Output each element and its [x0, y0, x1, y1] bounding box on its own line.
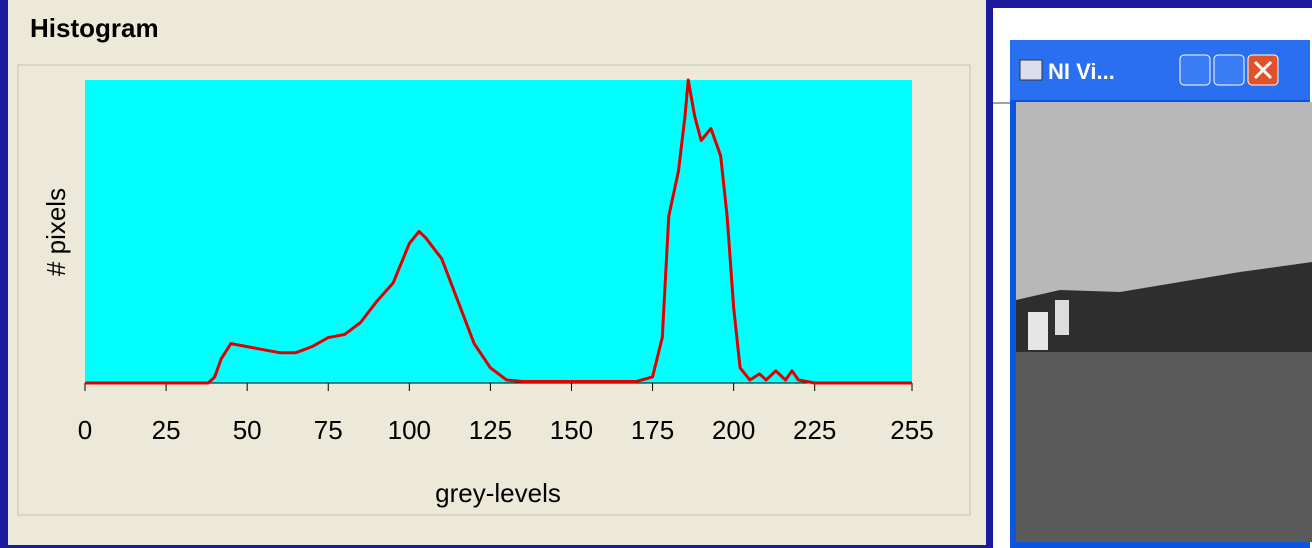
x-tick-label: 50 — [233, 415, 262, 445]
image-treeline — [1016, 262, 1312, 352]
window-title: NI Vi... — [1048, 59, 1115, 84]
minimize-button[interactable] — [1179, 54, 1211, 86]
chart-frame — [17, 64, 971, 516]
close-icon — [1253, 60, 1273, 80]
x-tick-label: 150 — [550, 415, 593, 445]
x-tick-label: 100 — [388, 415, 431, 445]
x-tick-label: 255 — [890, 415, 933, 445]
x-tick-label: 25 — [152, 415, 181, 445]
x-axis-label: grey-levels — [435, 478, 561, 508]
chart: 0 25 50 75 100 125 150 175 200 225 255 grey-levels #… — [41, 78, 934, 508]
ni-window: NI Vi... — [1010, 40, 1312, 548]
x-tick-label: 200 — [712, 415, 755, 445]
x-tick-label: 175 — [631, 415, 674, 445]
y-axis-label: # pixels — [41, 188, 71, 276]
image-building — [1055, 300, 1069, 335]
x-tick-label: 125 — [469, 415, 512, 445]
x-tick-label: 0 — [78, 415, 92, 445]
image-water — [1016, 352, 1312, 542]
panel-title: Histogram — [30, 13, 159, 43]
plot-area — [85, 80, 912, 383]
x-tick-label: 225 — [793, 415, 836, 445]
window-icon — [1019, 59, 1043, 81]
maximize-button[interactable] — [1213, 54, 1245, 86]
image-building — [1028, 312, 1048, 350]
image-sky — [1016, 102, 1312, 302]
x-tick-label: 75 — [314, 415, 343, 445]
histogram-line — [85, 78, 912, 385]
